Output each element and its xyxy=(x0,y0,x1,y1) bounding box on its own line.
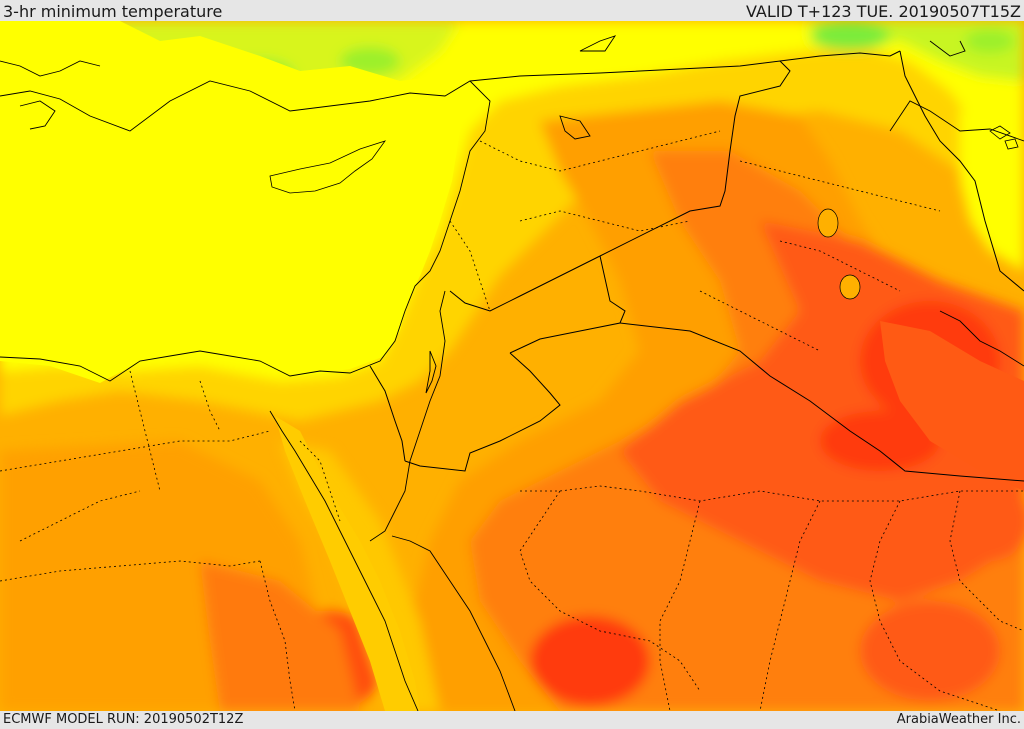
core-red-gulf xyxy=(820,411,940,471)
credit-label: ArabiaWeather Inc. xyxy=(896,712,1021,727)
coastlines xyxy=(0,35,1024,711)
mediterranean-sea xyxy=(0,21,470,383)
gulf-islands xyxy=(989,125,1019,150)
lake-razzaza xyxy=(839,274,861,300)
map-header: 3-hr minimum temperature VALID T+123 TUE… xyxy=(0,0,1024,21)
model-run-label: ECMWF MODEL RUN: 20190502T12Z xyxy=(3,712,244,727)
temperature-map-canvas xyxy=(0,21,1024,711)
lake-tharthar xyxy=(817,208,839,238)
patch-green-4 xyxy=(810,22,890,50)
core-red-hejaz xyxy=(530,616,650,706)
patch-green-5 xyxy=(965,29,1015,53)
red-sea xyxy=(275,416,420,711)
band-yellow-east xyxy=(960,101,1024,271)
temperature-map xyxy=(0,21,1024,711)
core-red-south xyxy=(860,601,1000,701)
core-red-east xyxy=(950,481,1024,561)
provincial-borders xyxy=(0,130,1024,711)
national-borders xyxy=(369,50,1024,482)
valid-time-label: VALID T+123 TUE. 20190507T15Z xyxy=(745,2,1021,21)
map-title: 3-hr minimum temperature xyxy=(3,2,223,21)
band-orange-dark-egypt xyxy=(200,561,360,711)
cyprus-island xyxy=(269,140,387,194)
map-footer: ECMWF MODEL RUN: 20190502T12Z ArabiaWeat… xyxy=(0,711,1024,729)
persian-gulf xyxy=(880,321,1024,491)
